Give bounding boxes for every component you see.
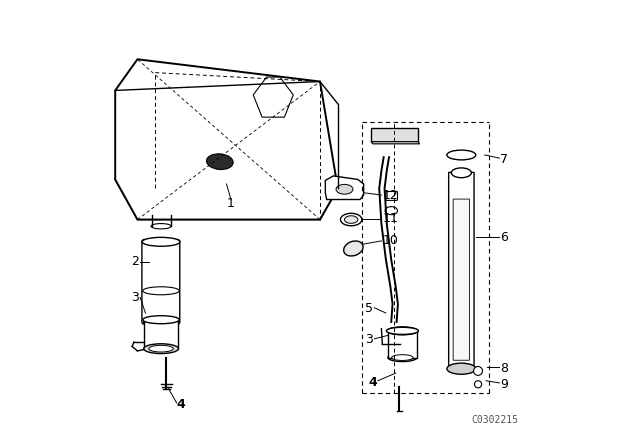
Polygon shape <box>371 142 420 144</box>
Text: 7: 7 <box>500 153 508 166</box>
Text: C0302215: C0302215 <box>472 415 518 425</box>
Polygon shape <box>325 176 364 199</box>
Polygon shape <box>115 59 338 220</box>
Polygon shape <box>138 188 338 220</box>
Ellipse shape <box>344 241 363 256</box>
Ellipse shape <box>149 345 173 352</box>
Ellipse shape <box>451 168 472 178</box>
Ellipse shape <box>388 353 417 362</box>
Text: 9: 9 <box>500 378 508 391</box>
Ellipse shape <box>142 237 180 246</box>
Ellipse shape <box>336 185 353 194</box>
Text: 2: 2 <box>131 255 139 268</box>
Ellipse shape <box>447 363 476 374</box>
Text: 10: 10 <box>382 234 398 247</box>
FancyBboxPatch shape <box>449 172 474 369</box>
Text: 1: 1 <box>227 198 235 211</box>
Polygon shape <box>388 331 417 358</box>
Polygon shape <box>115 148 156 220</box>
Circle shape <box>474 366 483 375</box>
Ellipse shape <box>387 327 417 335</box>
Text: 8: 8 <box>500 362 508 375</box>
Text: 3: 3 <box>131 291 139 304</box>
Text: 6: 6 <box>500 231 508 244</box>
FancyBboxPatch shape <box>453 199 470 360</box>
Ellipse shape <box>385 207 397 215</box>
Ellipse shape <box>392 355 413 361</box>
FancyBboxPatch shape <box>386 191 397 200</box>
Text: 5: 5 <box>365 302 373 315</box>
Ellipse shape <box>143 316 179 324</box>
Ellipse shape <box>447 150 476 160</box>
Text: 3: 3 <box>365 333 373 346</box>
Ellipse shape <box>344 216 358 224</box>
Ellipse shape <box>144 316 179 327</box>
Text: 12: 12 <box>382 189 398 202</box>
Ellipse shape <box>144 344 179 353</box>
Text: 4: 4 <box>368 375 377 388</box>
Polygon shape <box>253 77 293 117</box>
Text: 4: 4 <box>177 398 186 411</box>
Ellipse shape <box>207 154 233 169</box>
Ellipse shape <box>151 224 171 229</box>
Polygon shape <box>144 320 179 349</box>
Ellipse shape <box>387 327 419 334</box>
Text: 11: 11 <box>382 212 398 225</box>
Ellipse shape <box>340 213 362 226</box>
FancyBboxPatch shape <box>142 240 180 324</box>
Circle shape <box>474 381 482 388</box>
Ellipse shape <box>143 287 179 295</box>
Polygon shape <box>371 128 418 142</box>
